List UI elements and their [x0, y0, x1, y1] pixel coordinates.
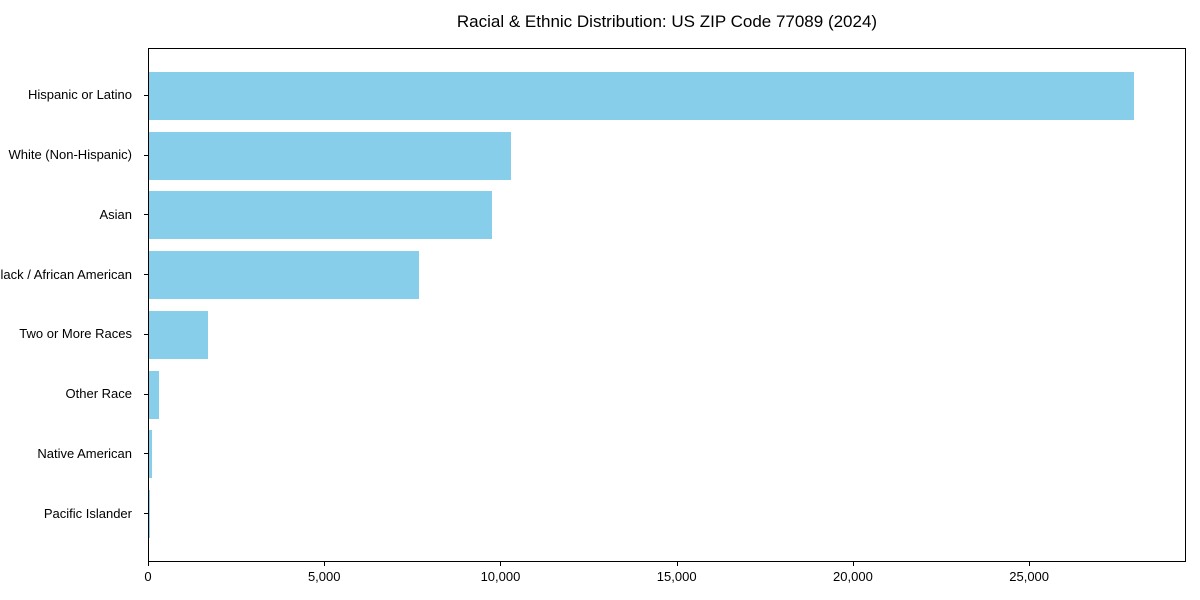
y-label-row: Hispanic or Latino — [0, 65, 140, 125]
x-tick-mark — [1029, 562, 1031, 566]
x-tick-mark — [148, 562, 149, 566]
bar-other-race — [149, 370, 160, 419]
y-tick-mark — [144, 453, 148, 454]
y-label-row: Native American — [0, 424, 140, 484]
y-tick-mark — [144, 274, 148, 275]
x-tick-label: 5,000 — [307, 569, 341, 584]
y-label-row: White (Non-Hispanic) — [0, 125, 140, 185]
bar-row — [149, 245, 1185, 305]
y-tick-label: White (Non-Hispanic) — [8, 147, 132, 163]
y-label-row: Black / African American — [0, 244, 140, 304]
y-tick-label: Native American — [37, 445, 132, 461]
x-tick-label: 20,000 — [833, 569, 873, 584]
y-tick-label: Pacific Islander — [43, 505, 132, 521]
x-tick-mark — [852, 562, 854, 566]
y-label-row: Asian — [0, 185, 140, 245]
y-tick-mark — [144, 155, 148, 156]
bar-row — [149, 305, 1185, 365]
x-tick-label: 25,000 — [1009, 569, 1050, 584]
bar-row — [149, 365, 1185, 425]
y-tick-label: Asian — [99, 206, 132, 222]
bar-row — [149, 484, 1185, 544]
y-tick-mark — [144, 334, 148, 335]
x-tick-mark — [500, 562, 502, 566]
bar-row — [149, 186, 1185, 246]
bar-two-or-more-races — [149, 310, 208, 359]
x-tick-mark — [676, 562, 678, 566]
bar-row — [149, 126, 1185, 186]
y-tick-mark — [144, 214, 148, 215]
x-tick-label: 10,000 — [480, 569, 521, 584]
x-tick-label: 0 — [144, 569, 152, 584]
bar-native-american — [149, 430, 152, 479]
y-tick-mark — [144, 95, 148, 96]
bar-black-african-american — [149, 251, 419, 300]
bar-pacific-islander — [149, 490, 150, 539]
y-axis-labels: Hispanic or Latino White (Non-Hispanic) As… — [0, 65, 140, 543]
chart-title: Racial & Ethnic Distribution: US ZIP Cod… — [456, 12, 878, 31]
bar-asian — [149, 191, 493, 240]
bar-row — [149, 425, 1185, 485]
bar-hispanic-or-latino — [149, 71, 1134, 120]
y-tick-mark — [144, 513, 148, 514]
x-tick-label: 15,000 — [656, 569, 697, 584]
y-tick-label: Other Race — [65, 386, 132, 402]
y-label-row: Other Race — [0, 364, 140, 424]
plot-area — [148, 48, 1186, 562]
bars-container — [149, 66, 1185, 544]
x-axis: 0 5,000 10,000 15,000 20,000 25,000 — [144, 562, 1186, 600]
bar-white-non-hispanic — [149, 131, 512, 180]
y-tick-label: Two or More Races — [19, 326, 132, 342]
y-tick-mark — [144, 394, 148, 395]
x-tick-mark — [324, 562, 326, 566]
y-label-row: Pacific Islander — [0, 483, 140, 543]
y-label-row: Two or More Races — [0, 304, 140, 364]
bar-row — [149, 66, 1185, 126]
y-tick-label: Hispanic or Latino — [27, 87, 132, 103]
y-tick-label: Black / African American — [0, 266, 132, 282]
